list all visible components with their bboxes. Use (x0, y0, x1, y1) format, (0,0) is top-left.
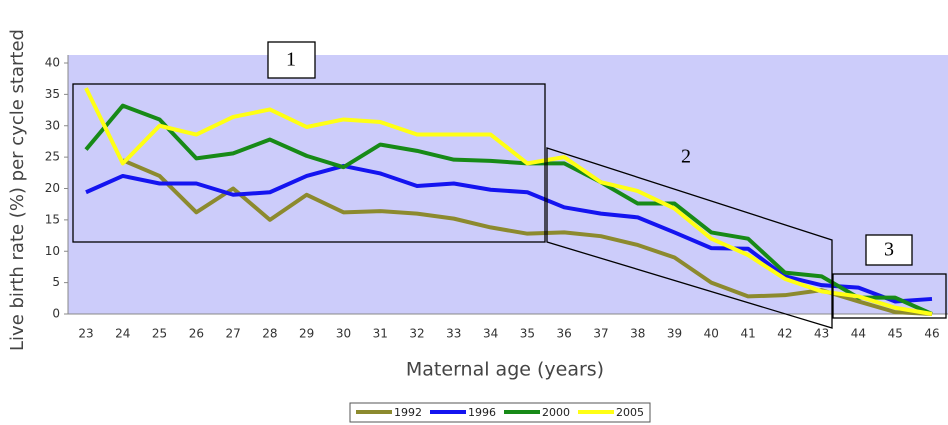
y-tick-label: 25 (45, 150, 60, 164)
x-tick-label: 41 (740, 327, 755, 341)
annotation-box (72, 83, 546, 243)
x-tick-label: 23 (78, 327, 93, 341)
x-tick-label: 28 (262, 327, 277, 341)
y-tick-label: 15 (45, 212, 60, 226)
x-tick-label: 39 (667, 327, 682, 341)
x-tick-label: 44 (851, 327, 866, 341)
x-tick-label: 43 (814, 327, 829, 341)
annotations (72, 41, 947, 329)
y-tick-label: 30 (45, 118, 60, 132)
x-tick-label: 25 (152, 327, 167, 341)
y-axis-label: Live birth rate (%) per cycle started (7, 29, 28, 351)
legend-label: 2000 (542, 406, 570, 419)
legend (349, 402, 651, 423)
annotation-label-box (267, 41, 316, 79)
y-tick-label: 5 (52, 275, 60, 289)
legend-label: 1992 (394, 406, 422, 419)
x-tick-label: 31 (373, 327, 388, 341)
plot-area (68, 55, 948, 314)
x-tick-label: 29 (299, 327, 314, 341)
annotation-label: 2 (681, 146, 691, 168)
line (84, 87, 933, 316)
x-tick-label: 40 (704, 327, 719, 341)
x-tick-label: 33 (446, 327, 461, 341)
x-tick-label: 32 (409, 327, 424, 341)
x-tick-label: 27 (225, 327, 240, 341)
x-tick-label: 42 (777, 327, 792, 341)
y-tick-label: 35 (45, 87, 60, 101)
x-tick-label: 38 (630, 327, 645, 341)
annotation-label: 1 (286, 49, 296, 71)
annotation-box (832, 273, 947, 319)
y-tick-label: 10 (45, 244, 60, 258)
line (121, 158, 933, 316)
x-tick-label: 24 (115, 327, 130, 341)
x-tick-label: 46 (924, 327, 939, 341)
x-tick-label: 36 (557, 327, 572, 341)
y-tick-label: 0 (52, 307, 60, 321)
legend-label: 1996 (468, 406, 496, 419)
x-tick-label: 45 (888, 327, 903, 341)
legend-label: 2005 (616, 406, 644, 419)
y-tick-label: 20 (45, 181, 60, 195)
annotation-box (546, 147, 833, 329)
annotation-label: 3 (884, 239, 894, 261)
x-axis-label: Maternal age (years) (406, 359, 604, 381)
line (85, 163, 933, 304)
x-tick-label: 34 (483, 327, 498, 341)
annotation-label-box (865, 234, 913, 266)
x-tick-label: 35 (520, 327, 535, 341)
x-tick-label: 26 (189, 327, 204, 341)
x-tick-label: 37 (593, 327, 608, 341)
y-tick-label: 40 (45, 56, 60, 70)
x-tick-label: 30 (336, 327, 351, 341)
line (84, 103, 933, 316)
